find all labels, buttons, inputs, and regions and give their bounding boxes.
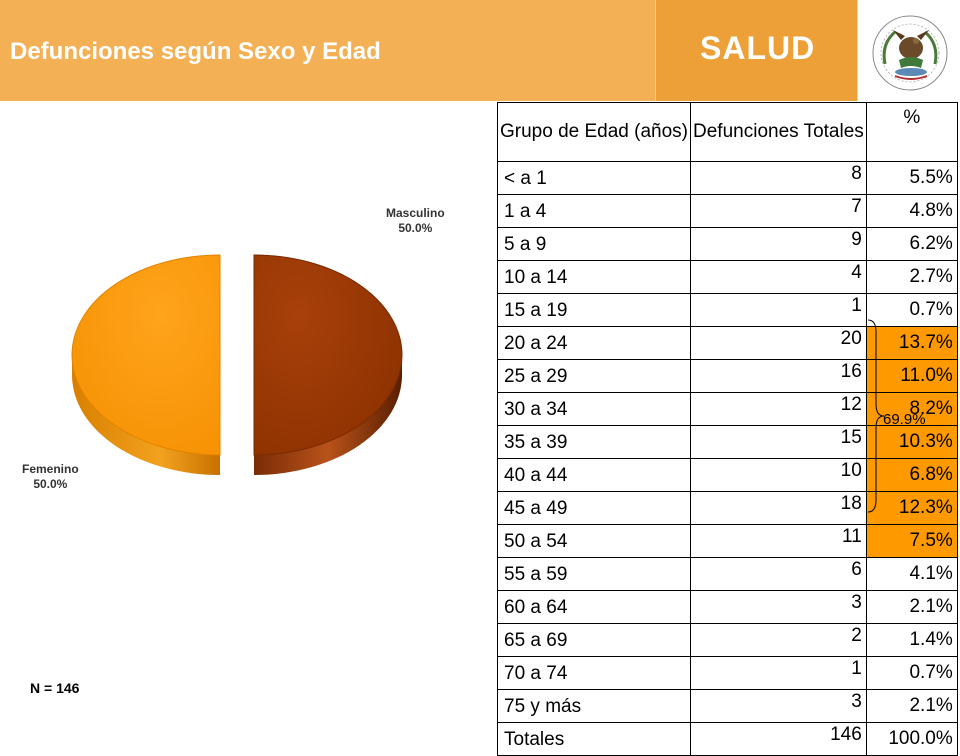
percent-cell: 7.5% xyxy=(865,524,958,558)
table-row: 35 a 39 15 10.3% xyxy=(496,425,958,459)
deaths-cell: 11 xyxy=(690,524,867,558)
pie-slice-masculino xyxy=(253,254,403,456)
table-row: 65 a 69 2 1.4% xyxy=(496,623,958,657)
bracket-total-label: 69.9% xyxy=(883,411,926,428)
table-total-row: Totales 146 100.0% xyxy=(496,722,958,756)
table-row: 55 a 59 6 4.1% xyxy=(496,557,958,591)
table-row: 5 a 9 9 6.2% xyxy=(496,227,958,261)
percent-cell: 5.5% xyxy=(865,161,958,195)
age-group-cell: 15 a 19 xyxy=(496,293,692,327)
age-group-cell: 40 a 44 xyxy=(496,458,692,492)
age-group-cell: 50 a 54 xyxy=(496,524,692,558)
percent-cell: 2.1% xyxy=(865,590,958,624)
age-group-cell: 20 a 24 xyxy=(496,326,692,360)
header-middle-band xyxy=(656,0,858,101)
deaths-cell: 6 xyxy=(690,557,867,591)
table-row: 30 a 34 12 8.2% xyxy=(496,392,958,426)
table-header-row: Grupo de Edad (años) Defunciones Totales… xyxy=(496,102,958,162)
percent-cell: 12.3% xyxy=(865,491,958,525)
header-banner: Defunciones según Sexo y Edad SALUD xyxy=(0,0,960,101)
age-group-cell: 1 a 4 xyxy=(496,194,692,228)
brand-logo-text: SALUD xyxy=(700,30,816,66)
highlight-bracket xyxy=(867,319,885,513)
age-group-cell: 65 a 69 xyxy=(496,623,692,657)
deaths-cell: 146 xyxy=(690,722,867,756)
deaths-cell: 2 xyxy=(690,623,867,657)
column-header-deaths: Defunciones Totales xyxy=(690,102,867,162)
table-row: 1 a 4 7 4.8% xyxy=(496,194,958,228)
table-row: 75 y más 3 2.1% xyxy=(496,689,958,723)
sample-size-note: N = 146 xyxy=(30,680,80,696)
percent-cell: 4.8% xyxy=(865,194,958,228)
age-group-cell: Totales xyxy=(496,722,692,756)
table-row: 60 a 64 3 2.1% xyxy=(496,590,958,624)
percent-cell: 10.3% xyxy=(865,425,958,459)
table-row: 45 a 49 18 12.3% xyxy=(496,491,958,525)
percent-cell: 13.7% xyxy=(865,326,958,360)
deaths-cell: 10 xyxy=(690,458,867,492)
deaths-cell: 16 xyxy=(690,359,867,393)
age-group-cell: 30 a 34 xyxy=(496,392,692,426)
pie-label-name: Femenino xyxy=(22,462,79,476)
age-group-cell: 60 a 64 xyxy=(496,590,692,624)
pie-slice-femenino xyxy=(71,254,221,456)
pie-label-value: 50.0% xyxy=(398,221,433,235)
percent-cell: 2.1% xyxy=(865,689,958,723)
age-group-cell: < a 1 xyxy=(496,161,692,195)
table-row: 40 a 44 10 6.8% xyxy=(496,458,958,492)
deaths-cell: 8 xyxy=(690,161,867,195)
percent-cell: 6.2% xyxy=(865,227,958,261)
national-seal-icon xyxy=(872,15,948,91)
percent-cell: 100.0% xyxy=(865,722,958,756)
deaths-cell: 1 xyxy=(690,656,867,690)
deaths-cell: 3 xyxy=(690,689,867,723)
percent-cell: 6.8% xyxy=(865,458,958,492)
percent-cell: 0.7% xyxy=(865,656,958,690)
sex-pie-chart xyxy=(71,254,403,475)
pie-label-name: Masculino xyxy=(386,206,445,220)
deaths-cell: 4 xyxy=(690,260,867,294)
page-title: Defunciones según Sexo y Edad xyxy=(10,38,381,65)
table-row: 10 a 14 4 2.7% xyxy=(496,260,958,294)
deaths-cell: 20 xyxy=(690,326,867,360)
age-group-table: Grupo de Edad (años) Defunciones Totales… xyxy=(496,102,958,756)
percent-cell: 2.7% xyxy=(865,260,958,294)
deaths-cell: 18 xyxy=(690,491,867,525)
pie-label-femenino: Femenino 50.0% xyxy=(22,462,79,492)
table-row: < a 1 8 5.5% xyxy=(496,161,958,195)
deaths-cell: 1 xyxy=(690,293,867,327)
percent-cell: 4.1% xyxy=(865,557,958,591)
pie-label-masculino: Masculino 50.0% xyxy=(386,206,445,236)
percent-cell: 1.4% xyxy=(865,623,958,657)
table-row: 20 a 24 20 13.7% xyxy=(496,326,958,360)
percent-cell: 8.2% xyxy=(865,392,958,426)
percent-cell: 11.0% xyxy=(865,359,958,393)
deaths-cell: 9 xyxy=(690,227,867,261)
header-left-band xyxy=(0,0,656,101)
column-header-age-group: Grupo de Edad (años) xyxy=(496,102,692,162)
age-group-cell: 10 a 14 xyxy=(496,260,692,294)
column-header-percent: % xyxy=(865,102,958,162)
age-group-cell: 70 a 74 xyxy=(496,656,692,690)
deaths-cell: 3 xyxy=(690,590,867,624)
pie-label-value: 50.0% xyxy=(33,477,68,491)
table-row: 70 a 74 1 0.7% xyxy=(496,656,958,690)
table-row: 15 a 19 1 0.7% xyxy=(496,293,958,327)
age-group-cell: 35 a 39 xyxy=(496,425,692,459)
deaths-cell: 12 xyxy=(690,392,867,426)
age-group-cell: 45 a 49 xyxy=(496,491,692,525)
table-row: 25 a 29 16 11.0% xyxy=(496,359,958,393)
age-group-cell: 5 a 9 xyxy=(496,227,692,261)
age-group-cell: 25 a 29 xyxy=(496,359,692,393)
deaths-cell: 7 xyxy=(690,194,867,228)
age-group-cell: 55 a 59 xyxy=(496,557,692,591)
table-row: 50 a 54 11 7.5% xyxy=(496,524,958,558)
deaths-cell: 15 xyxy=(690,425,867,459)
age-group-cell: 75 y más xyxy=(496,689,692,723)
